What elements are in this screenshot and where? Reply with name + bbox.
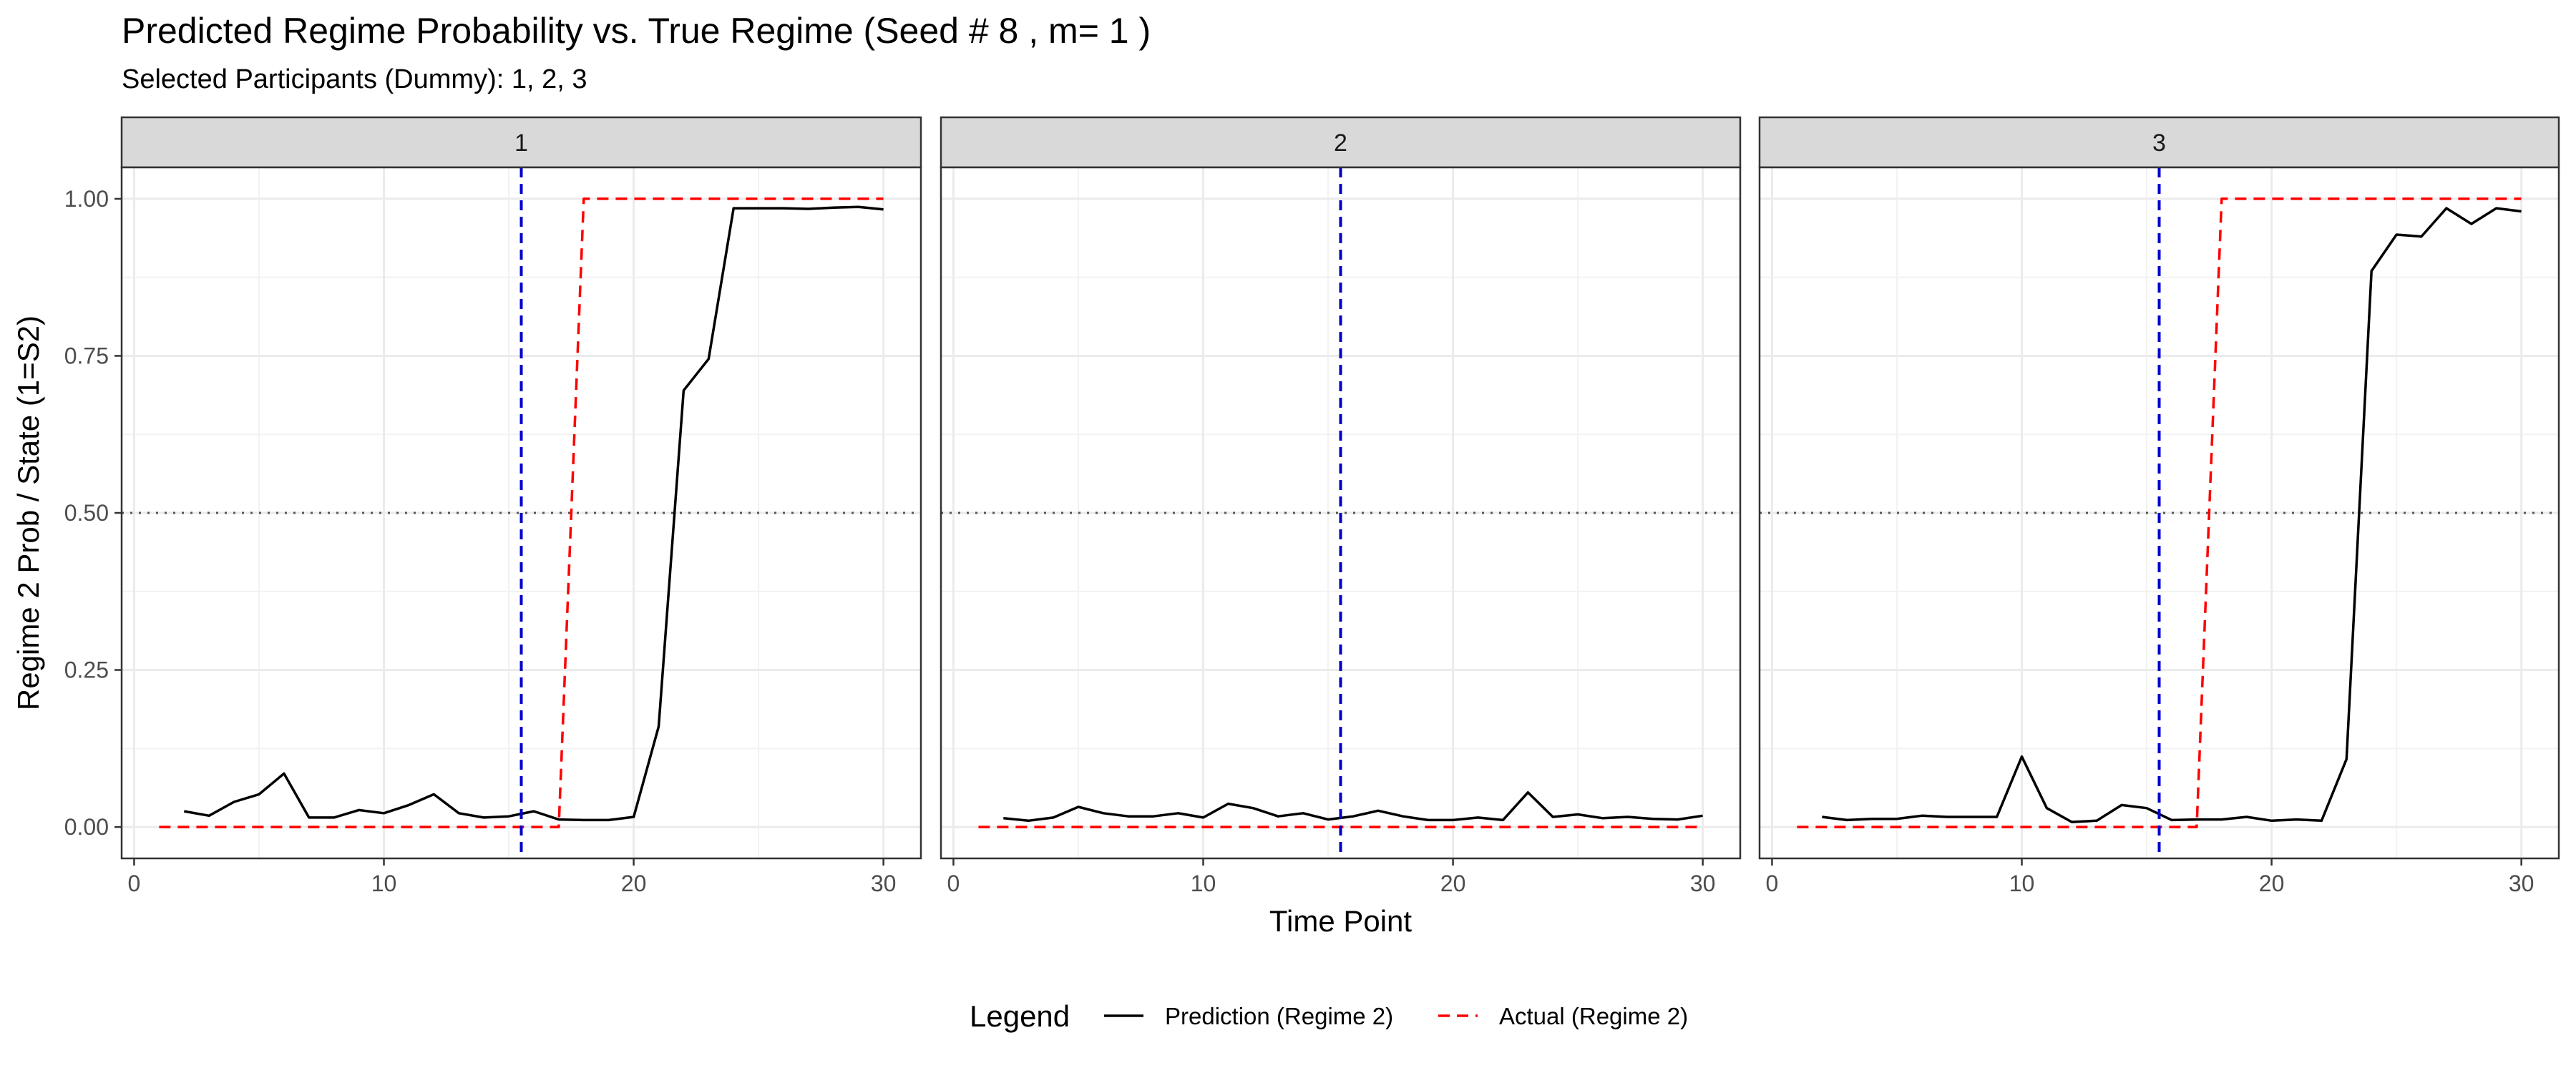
x-tick-label: 30 <box>2509 871 2534 896</box>
facet-panel-1: 10 10 20 30 <box>120 116 922 896</box>
facet-strip-label: 1 <box>514 129 528 157</box>
panel-border <box>940 166 1742 860</box>
prediction-line <box>183 205 884 822</box>
prediction-line <box>1003 791 1703 823</box>
actual-regime-line <box>1797 197 2522 828</box>
y-tick-label: 0.50 <box>64 500 109 526</box>
y-tick-label: 0.75 <box>64 343 109 368</box>
legend: Legend Prediction (Regime 2) Actual (Regim… <box>970 999 1688 1033</box>
x-tick-label: 30 <box>1690 871 1716 896</box>
facet-panel-2: 20 10 20 30 <box>940 116 1742 896</box>
chart-title: Predicted Regime Probability vs. True Re… <box>122 11 1151 51</box>
x-tick-label: 20 <box>2259 871 2285 896</box>
facet-strip-label: 2 <box>1334 129 1347 157</box>
x-tick-label: 0 <box>1766 871 1779 896</box>
y-tick-label: 0.00 <box>64 814 109 840</box>
x-tick-label: 10 <box>2009 871 2035 896</box>
legend-title: Legend <box>970 999 1070 1033</box>
panel-border <box>1758 166 2560 860</box>
facet-panel-3: 30 10 20 30 <box>1758 116 2560 896</box>
legend-label: Prediction (Regime 2) <box>1165 1003 1393 1029</box>
legend-label: Actual (Regime 2) <box>1499 1003 1688 1029</box>
facet-strip <box>1758 116 2560 169</box>
facet-strip <box>940 116 1742 169</box>
x-axis-label: Time Point <box>1269 904 1413 938</box>
x-tick-label: 20 <box>621 871 647 896</box>
y-tick-label: 1.00 <box>64 186 109 212</box>
facet-strip-label: 3 <box>2152 129 2166 157</box>
y-tick-label: 0.25 <box>64 657 109 683</box>
x-tick-label: 10 <box>371 871 397 896</box>
prediction-line <box>1822 207 2522 823</box>
actual-regime-line <box>159 197 884 828</box>
chart-subtitle: Selected Participants (Dummy): 1, 2, 3 <box>122 64 587 94</box>
y-axis-label: Regime 2 Prob / State (1=S2) <box>11 315 45 710</box>
x-tick-label: 10 <box>1191 871 1216 896</box>
x-tick-label: 20 <box>1440 871 1466 896</box>
x-tick-label: 30 <box>871 871 897 896</box>
x-tick-label: 0 <box>947 871 960 896</box>
x-tick-label: 0 <box>128 871 141 896</box>
